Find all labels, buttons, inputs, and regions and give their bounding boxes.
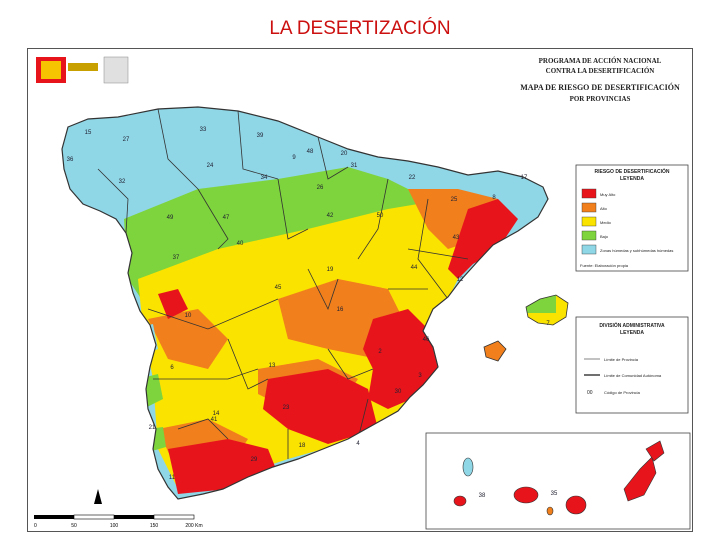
map-title-line-1: MAPA DE RIESGO DE DESERTIFICACIÓN bbox=[520, 82, 680, 92]
admin-legend: DIVISIÓN ADMINISTRATIVA LEYENDA 00 Límit… bbox=[575, 316, 689, 414]
province-code-label: 13 bbox=[269, 363, 276, 369]
risk-legend-label: Alto bbox=[600, 206, 608, 211]
province-code-label: 31 bbox=[351, 163, 358, 169]
admin-legend-title: DIVISIÓN ADMINISTRATIVA bbox=[599, 321, 665, 329]
province-code-label: 19 bbox=[327, 267, 334, 273]
province-code-label: 36 bbox=[67, 157, 74, 163]
province-code-label: 34 bbox=[261, 175, 268, 181]
risk-legend: RIESGO DE DESERTIFICACIÓN LEYENDA Muy Al… bbox=[575, 164, 689, 272]
admin-legend-item-community: Límite de Comunidad Autónoma bbox=[604, 373, 662, 378]
province-code-label: 25 bbox=[451, 197, 458, 203]
province-code-label: 10 bbox=[185, 313, 192, 319]
risk-legend-label: Muy Alto bbox=[600, 192, 616, 197]
province-code-label: 41 bbox=[211, 417, 218, 423]
province-code-label: 20 bbox=[341, 151, 348, 157]
risk-legend-label: Zonas húmedas y subhúmedas húmedas bbox=[600, 248, 673, 253]
admin-legend-item-province: Límite de Provincia bbox=[604, 357, 639, 362]
scale-tick-label: 150 bbox=[150, 523, 159, 529]
province-code-label: 29 bbox=[251, 457, 258, 463]
svg-text:00: 00 bbox=[587, 390, 593, 396]
province-code-label: 21 bbox=[149, 425, 156, 431]
desertification-map: 0 50 100 150 200 Km RIESGO DE DESERTIFICACIÓ… bbox=[27, 48, 693, 532]
province-code-label: 7 bbox=[546, 321, 550, 327]
risk-legend-swatch bbox=[581, 216, 597, 227]
scale-bar: 0 50 100 150 200 Km bbox=[34, 514, 203, 529]
province-code-label: 23 bbox=[283, 405, 290, 411]
province-code-label: 39 bbox=[257, 133, 264, 139]
canary-islands bbox=[453, 440, 665, 516]
province-code-label: 35 bbox=[551, 491, 558, 497]
province-code-label: 2 bbox=[378, 349, 382, 355]
province-code-label: 44 bbox=[411, 265, 418, 271]
province-code-label: 18 bbox=[299, 443, 306, 449]
slide-title: LA DESERTIZACIÓN bbox=[269, 18, 451, 39]
province-code-label: 24 bbox=[207, 163, 214, 169]
map-title-line-2: POR PROVINCIAS bbox=[570, 95, 631, 103]
risk-legend-subtitle: LEYENDA bbox=[620, 176, 644, 182]
province-code-label: 9 bbox=[292, 155, 296, 161]
risk-legend-footnote: Fuente: Elaboración propia bbox=[580, 263, 629, 268]
province-code-label: 3 bbox=[418, 373, 422, 379]
risk-legend-label: Medio bbox=[600, 220, 612, 225]
province-code-label: 47 bbox=[223, 215, 230, 221]
risk-legend-swatch bbox=[581, 230, 597, 241]
province-code-label: 46 bbox=[423, 337, 430, 343]
province-code-label: 4 bbox=[356, 441, 360, 447]
scale-tick-label: 100 bbox=[110, 523, 119, 529]
province-code-label: 17 bbox=[521, 175, 528, 181]
risk-legend-swatch bbox=[581, 202, 597, 213]
scale-tick-label: 200 Km bbox=[185, 523, 202, 529]
province-code-label: 12 bbox=[457, 277, 464, 283]
province-code-label: 33 bbox=[200, 127, 207, 133]
province-code-label: 38 bbox=[479, 493, 486, 499]
province-code-label: 6 bbox=[170, 365, 174, 371]
province-code-label: 11 bbox=[169, 475, 176, 481]
program-line-1: PROGRAMA DE ACCIÓN NACIONAL bbox=[539, 57, 662, 65]
province-code-label: 45 bbox=[275, 285, 282, 291]
north-arrow-icon bbox=[94, 489, 102, 504]
province-code-label: 26 bbox=[317, 185, 324, 191]
province-code-label: 43 bbox=[453, 235, 460, 241]
scale-tick-label: 50 bbox=[71, 523, 77, 529]
province-code-label: 22 bbox=[409, 175, 416, 181]
province-code-label: 40 bbox=[237, 241, 244, 247]
program-line-2: CONTRA LA DESERTIFICACIÓN bbox=[546, 67, 655, 75]
ministry-logo bbox=[36, 56, 129, 84]
risk-legend-title: RIESGO DE DESERTIFICACIÓN bbox=[594, 167, 669, 175]
province-code-label: 50 bbox=[377, 213, 384, 219]
risk-legend-swatch bbox=[581, 244, 597, 255]
province-code-label: 8 bbox=[492, 195, 496, 201]
mainland-outline bbox=[61, 106, 549, 500]
admin-legend-item-code: Código de Provincia bbox=[604, 390, 641, 395]
province-code-label: 48 bbox=[307, 149, 314, 155]
province-code-label: 14 bbox=[213, 411, 220, 417]
map-canvas: 0 50 100 150 200 Km RIESGO DE DESERTIFICACIÓ… bbox=[34, 56, 691, 530]
province-code-label: 27 bbox=[123, 137, 130, 143]
risk-legend-label: Bajo bbox=[600, 234, 609, 239]
admin-legend-subtitle: LEYENDA bbox=[620, 330, 644, 336]
province-code-label: 49 bbox=[167, 215, 174, 221]
province-code-label: 37 bbox=[173, 255, 180, 261]
risk-legend-swatch bbox=[581, 188, 597, 199]
balearic-islands bbox=[484, 295, 568, 361]
scale-tick-label: 0 bbox=[34, 523, 37, 529]
province-code-label: 15 bbox=[85, 130, 92, 136]
province-code-label: 42 bbox=[327, 213, 334, 219]
province-code-label: 16 bbox=[337, 307, 344, 313]
province-code-label: 30 bbox=[395, 389, 402, 395]
province-code-label: 32 bbox=[119, 179, 126, 185]
